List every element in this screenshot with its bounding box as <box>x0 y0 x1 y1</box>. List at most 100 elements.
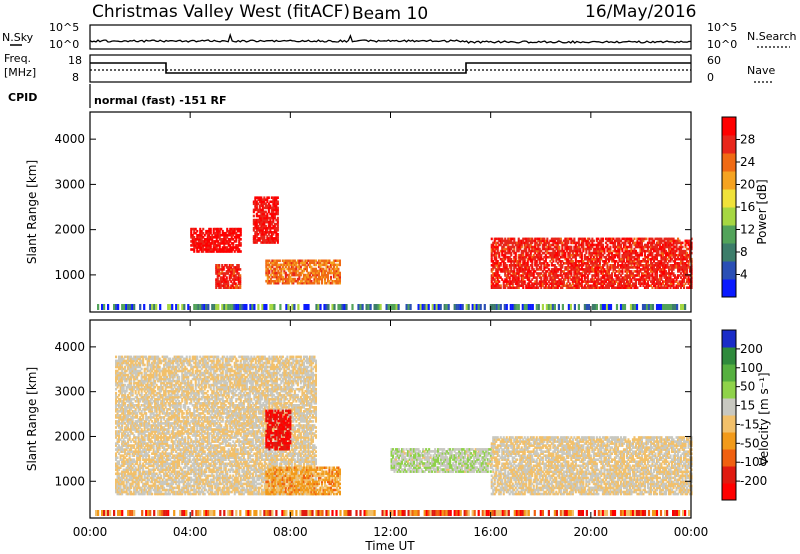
power-cell <box>307 304 309 310</box>
power-cell <box>203 304 205 310</box>
power-cell <box>506 304 508 310</box>
velocity-cell <box>141 372 143 375</box>
power-cell <box>115 304 117 310</box>
power-cell <box>197 304 199 310</box>
power-cell <box>253 215 255 218</box>
power-cell <box>438 304 440 310</box>
power-cell <box>131 304 133 310</box>
power-cell <box>271 304 273 310</box>
power-cell <box>522 304 524 310</box>
power-cell <box>570 246 572 249</box>
power-cell <box>554 304 556 310</box>
power-cell <box>514 304 516 310</box>
power-cell <box>187 304 189 310</box>
power-cell <box>408 304 410 310</box>
power-cell <box>682 242 684 245</box>
power-cell <box>315 304 317 310</box>
power-cell <box>578 304 580 310</box>
power-cell <box>480 304 482 310</box>
power-cell <box>666 304 668 310</box>
nave-label: Nave <box>747 64 775 77</box>
power-cell <box>279 304 281 310</box>
power-cell <box>422 304 424 310</box>
freq-tick-top: 18 <box>68 54 82 67</box>
beam-label: Beam 10 <box>352 4 428 24</box>
power-cell <box>107 304 109 310</box>
power-cell <box>562 304 564 310</box>
power-cell <box>468 304 470 310</box>
power-cell <box>303 304 305 310</box>
power-cell <box>510 304 512 310</box>
power-cell <box>265 304 267 310</box>
power-cell <box>129 304 131 310</box>
power-cell <box>339 260 341 263</box>
power-cell <box>139 304 141 310</box>
power-cell <box>650 304 652 310</box>
power-cell <box>620 304 622 310</box>
power-cell <box>331 304 333 310</box>
power-colorbar-swatch <box>722 117 736 136</box>
power-cell <box>183 304 185 310</box>
noise-right-tick-top: 10^5 <box>707 21 737 34</box>
power-cell <box>573 238 575 241</box>
power-cell <box>636 286 638 289</box>
power-cell <box>432 304 434 310</box>
power-colorbar-tick-label: 28 <box>740 133 755 147</box>
power-cell <box>153 304 155 310</box>
power-cell <box>570 304 572 310</box>
power-cell <box>343 304 345 310</box>
power-cell <box>552 304 554 310</box>
power-colorbar-swatch <box>722 171 736 190</box>
power-cell <box>524 280 526 283</box>
power-cell <box>213 304 215 310</box>
power-colorbar-tick-label: 4 <box>740 268 748 282</box>
power-cell <box>205 304 207 310</box>
power-cell <box>672 304 674 310</box>
power-cell <box>113 304 115 310</box>
power-cell <box>240 242 242 245</box>
power-cell <box>323 304 325 310</box>
power-cell <box>548 304 550 310</box>
power-cell <box>143 304 145 310</box>
power-cell <box>223 304 225 310</box>
power-cell <box>396 304 398 310</box>
power-cell <box>550 304 552 310</box>
power-cell <box>602 304 604 310</box>
power-colorbar-tick-label: 12 <box>740 223 755 237</box>
power-cell <box>658 304 660 310</box>
power-cell <box>606 304 608 310</box>
power-cell <box>210 228 212 231</box>
power-cell <box>456 304 458 310</box>
power-y-label: Slant Range [km] <box>25 160 39 264</box>
power-cell <box>241 304 243 310</box>
power-cell <box>546 238 548 241</box>
velocity-cell <box>115 392 117 395</box>
power-colorbar-swatch <box>722 207 736 226</box>
noise-sky-series <box>90 35 691 43</box>
power-cell <box>151 304 153 310</box>
power-cell <box>548 264 550 267</box>
power-cell <box>462 304 464 310</box>
power-cell <box>330 276 332 279</box>
power-cell <box>446 304 448 310</box>
power-cell <box>297 304 299 310</box>
power-cell <box>406 304 408 310</box>
power-cell <box>609 246 611 249</box>
velocity-cell <box>117 456 119 459</box>
power-cell <box>277 233 279 236</box>
power-colorbar-tick-label: 8 <box>740 245 748 259</box>
power-cell <box>357 304 359 310</box>
power-cell <box>593 240 595 243</box>
power-cell <box>680 304 682 310</box>
power-colorbar-swatch <box>722 135 736 154</box>
power-colorbar-swatch <box>722 225 736 244</box>
power-cell <box>386 304 388 310</box>
power-colorbar-swatch <box>722 261 736 280</box>
power-cell <box>546 304 548 310</box>
power-cell <box>420 304 422 310</box>
power-cell <box>217 304 219 310</box>
power-cell <box>632 304 634 310</box>
power-cell <box>634 304 636 310</box>
power-cell <box>536 304 538 310</box>
